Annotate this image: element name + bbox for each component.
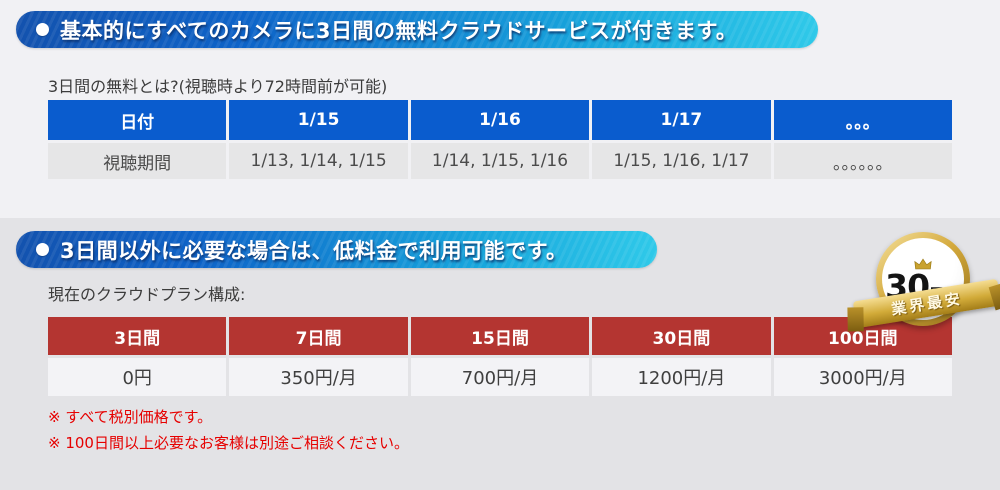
free-service-banner: 基本的にすべてのカメラに3日間の無料クラウドサービスが付きます。 — [16, 11, 818, 48]
table-header-cell: 30日間 — [592, 317, 771, 355]
free-service-banner-title: 基本的にすべてのカメラに3日間の無料クラウドサービスが付きます。 — [60, 18, 738, 43]
paid-plan-subtitle: 現在のクラウドプラン構成: — [48, 285, 246, 304]
table-header-cell: 1/15 — [229, 100, 408, 140]
table-cell: 1/13, 1/14, 1/15 — [229, 143, 408, 179]
table-cell: 700円/月 — [410, 358, 590, 396]
table-header-cell: 1/17 — [592, 100, 771, 140]
table-cell: 。。。。。。 — [773, 143, 952, 179]
table-header-cell: 。。。 — [773, 100, 952, 140]
table-header-cell: 7日間 — [229, 317, 408, 355]
paid-plan-table: 3日間 7日間 15日間 30日間 100日間 0円 350円/月 700円/月… — [48, 317, 952, 396]
free-service-section: 基本的にすべてのカメラに3日間の無料クラウドサービスが付きます。 3日間の無料と… — [0, 0, 1000, 218]
table-cell: 1/14, 1/15, 1/16 — [410, 143, 590, 179]
table-header-cell: 15日間 — [410, 317, 590, 355]
note-line: ※ すべて税別価格です。 — [48, 408, 213, 426]
bullet-icon — [36, 23, 49, 36]
table-cell: 1200円/月 — [592, 358, 771, 396]
table-header-cell: 1/16 — [410, 100, 590, 140]
price-notes: ※ すべて税別価格です。 ※ 100日間以上必要なお客様は別途ご相談ください。 — [48, 404, 409, 456]
paid-plan-banner-title: 3日間以外に必要な場合は、低料金で利用可能です。 — [60, 238, 568, 263]
table-cell: 3000円/月 — [773, 358, 952, 396]
table-header-cell: 日付 — [48, 100, 227, 140]
free-service-subtitle: 3日間の無料とは?(視聴時より72時間前が可能) — [48, 77, 388, 96]
table-cell: 視聴期間 — [48, 143, 227, 179]
paid-plan-banner: 3日間以外に必要な場合は、低料金で利用可能です。 — [16, 231, 657, 268]
note-line: ※ 100日間以上必要なお客様は別途ご相談ください。 — [48, 434, 409, 452]
table-header-cell: 3日間 — [48, 317, 227, 355]
table-cell: 0円 — [48, 358, 227, 396]
crown-icon — [914, 257, 932, 269]
table-cell: 1/15, 1/16, 1/17 — [592, 143, 771, 179]
best-price-badge: 30 円/日 業界最安 — [852, 228, 1000, 340]
paid-plan-section: 3日間以外に必要な場合は、低料金で利用可能です。 30 円/日 業界最安 現在の… — [0, 218, 1000, 490]
table-cell: 350円/月 — [229, 358, 408, 396]
bullet-icon — [36, 243, 49, 256]
free-service-table: 日付 1/15 1/16 1/17 。。。 視聴期間 1/13, 1/14, 1… — [48, 100, 952, 179]
